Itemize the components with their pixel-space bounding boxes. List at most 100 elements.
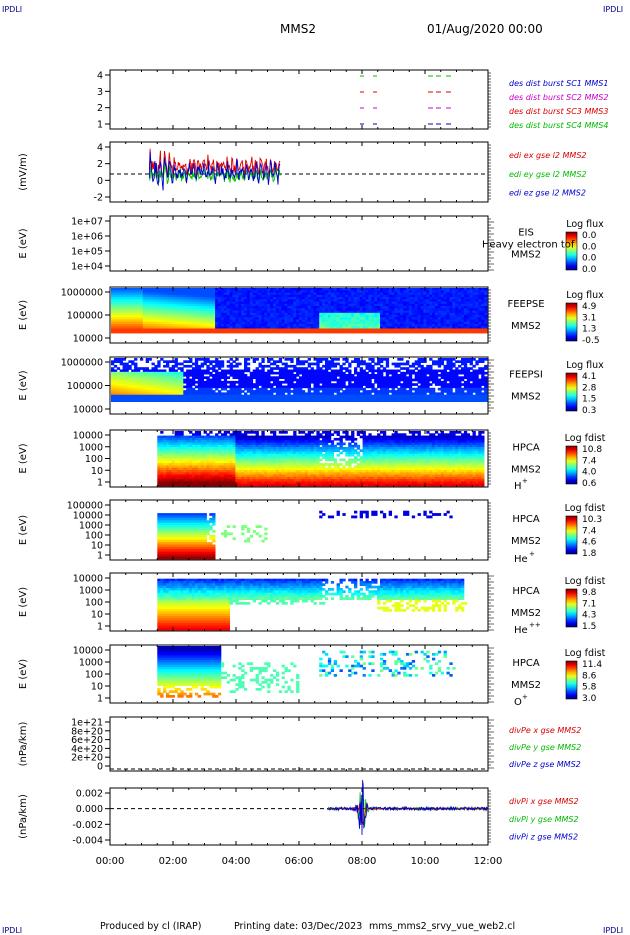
- heat-cell: [305, 381, 308, 384]
- heat-cell: [371, 311, 374, 314]
- heat-cell: [259, 293, 262, 296]
- heat-cell: [267, 365, 270, 368]
- heat-cell: [247, 383, 250, 386]
- heat-cell: [348, 399, 351, 402]
- heat-cell: [325, 383, 328, 386]
- heat-cell: [282, 367, 285, 370]
- heat-cell: [438, 302, 441, 305]
- heat-cell: [152, 388, 155, 391]
- heat-cell: [435, 306, 438, 309]
- heat-cell: [473, 293, 476, 296]
- heat-cell: [322, 329, 325, 332]
- heat-cell: [342, 392, 345, 395]
- panel-feepse-ylabel: E (eV): [18, 300, 29, 330]
- heat-cell: [400, 399, 403, 402]
- heat-cell: [351, 383, 354, 386]
- heat-cell: [366, 331, 369, 334]
- heat-cell: [247, 397, 250, 400]
- heat-cell: [357, 363, 360, 366]
- heat-cell: [371, 365, 374, 368]
- heat-cell: [299, 397, 302, 400]
- panel-feepse-ytick-label: 1000000: [61, 288, 103, 299]
- heat-cell: [296, 374, 299, 377]
- heat-cell: [432, 390, 435, 393]
- heat-cell: [273, 293, 276, 296]
- heat-cell: [461, 302, 464, 305]
- heat-cell: [180, 363, 183, 366]
- heat-cell: [461, 399, 464, 402]
- heat-cell: [261, 306, 264, 309]
- heat-cell: [458, 365, 461, 368]
- heat-cell: [308, 363, 311, 366]
- heat-cell: [418, 381, 421, 384]
- heat-cell: [131, 381, 134, 384]
- heat-cell: [198, 376, 201, 379]
- heat-cell: [458, 370, 461, 373]
- heat-cell: [400, 315, 403, 318]
- heat-cell: [415, 392, 418, 395]
- heat-cell: [426, 302, 429, 305]
- heat-cell: [360, 388, 363, 391]
- heat-cell: [305, 331, 308, 334]
- heat-cell: [131, 302, 134, 305]
- heat-cell: [481, 331, 484, 334]
- heat-cell: [244, 302, 247, 305]
- heat-cell: [328, 302, 331, 305]
- heat-cell: [259, 320, 262, 323]
- heat-cell: [273, 320, 276, 323]
- heat-cell: [464, 360, 467, 363]
- heat-cell: [233, 381, 236, 384]
- heat-cell: [435, 383, 438, 386]
- heat-cell: [357, 360, 360, 363]
- heat-cell: [473, 376, 476, 379]
- heat-cell: [131, 397, 134, 400]
- heat-cell: [287, 383, 290, 386]
- heat-cell: [189, 288, 192, 291]
- heat-cell: [267, 370, 270, 373]
- heat-cell: [233, 365, 236, 368]
- heat-cell: [415, 288, 418, 291]
- heat-cell: [157, 363, 160, 366]
- heat-cell: [302, 329, 305, 332]
- heat-cell: [293, 370, 296, 373]
- heat-cell: [421, 390, 424, 393]
- heat-cell: [134, 386, 137, 389]
- heat-cell: [478, 367, 481, 370]
- panel-feepse-colorbar-title: Log flux: [566, 290, 604, 301]
- heat-cell: [438, 399, 441, 402]
- heat-cell: [441, 370, 444, 373]
- heat-cell: [152, 399, 155, 402]
- heat-cell: [261, 358, 264, 361]
- heat-cell: [438, 331, 441, 334]
- panel-eis-ylabel: E (eV): [18, 228, 29, 258]
- heat-cell: [444, 395, 447, 398]
- heat-cell: [244, 397, 247, 400]
- heat-cell: [152, 367, 155, 370]
- heat-cell: [261, 324, 264, 327]
- heat-cell: [244, 367, 247, 370]
- panel-eis-spacecraft: MMS2: [511, 250, 541, 261]
- heat-cell: [371, 288, 374, 291]
- heat-cell: [412, 365, 415, 368]
- heat-cell: [253, 320, 256, 323]
- heat-cell: [273, 315, 276, 318]
- heat-cell: [152, 374, 155, 377]
- heat-cell: [282, 297, 285, 300]
- heat-cell: [287, 297, 290, 300]
- heat-cell: [169, 383, 172, 386]
- heat-cell: [383, 379, 386, 382]
- heat-cell: [183, 306, 186, 309]
- heat-cell: [259, 399, 262, 402]
- heat-cell: [221, 388, 224, 391]
- heat-cell: [484, 381, 487, 384]
- heat-cell: [331, 392, 334, 395]
- heat-cell: [426, 324, 429, 327]
- heat-cell: [149, 390, 152, 393]
- heat-cell: [264, 397, 267, 400]
- heat-cell: [400, 383, 403, 386]
- heat-cell: [244, 331, 247, 334]
- heat-cell: [195, 365, 198, 368]
- heat-cell: [311, 331, 314, 334]
- heat-cell: [308, 381, 311, 384]
- heat-cell: [415, 329, 418, 332]
